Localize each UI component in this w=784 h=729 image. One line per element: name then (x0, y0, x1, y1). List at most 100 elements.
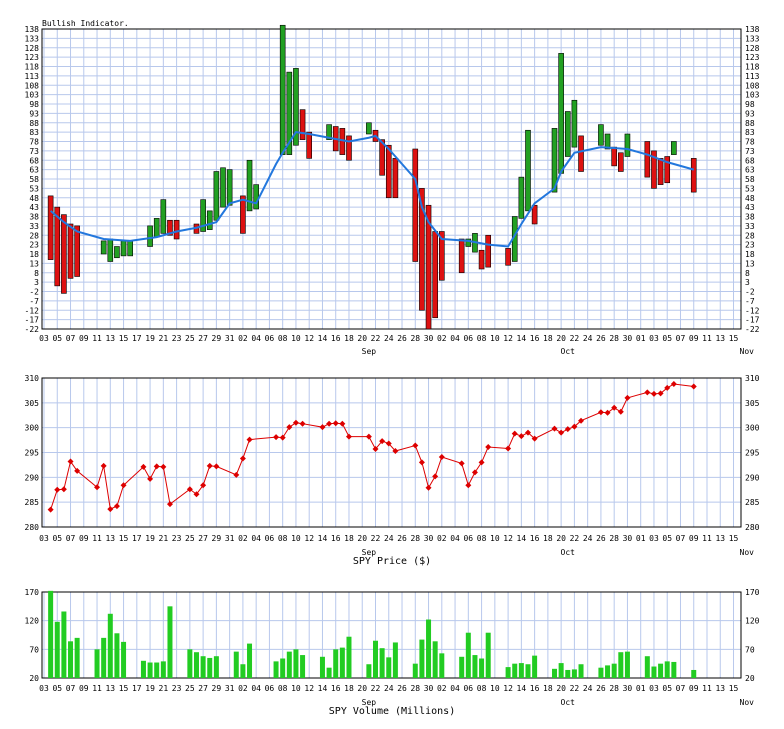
volume-bar (280, 658, 286, 678)
x-tick-label: 06 (463, 684, 473, 693)
x-tick-label: 18 (344, 534, 354, 543)
volume-bar (658, 663, 664, 678)
y-tick-label-right: 78 (745, 138, 755, 147)
volume-bar (339, 647, 345, 678)
y-tick-label-right: 68 (745, 156, 755, 165)
price-point (392, 448, 399, 455)
price-point (365, 433, 372, 440)
price-point (206, 462, 213, 469)
y-tick-label-left: 18 (29, 250, 39, 259)
volume-bar (479, 658, 485, 678)
volume-bar (512, 663, 518, 678)
x-tick-label: 03 (649, 334, 659, 343)
x-tick-label: 12 (503, 684, 513, 693)
indicator-bar (279, 24, 286, 155)
volume-bar (426, 619, 432, 678)
volume-bar (366, 664, 372, 678)
x-tick-label: 20 (556, 334, 566, 343)
month-label: Nov (740, 698, 755, 707)
x-tick-label: 04 (251, 534, 261, 543)
y-tick-label-left: 280 (25, 523, 40, 532)
y-tick-label-left: -2 (29, 288, 39, 297)
x-tick-label: 23 (172, 334, 182, 343)
y-tick-label-left: -22 (25, 325, 40, 334)
x-tick-label: 09 (79, 684, 89, 693)
x-tick-label: 02 (437, 684, 447, 693)
indicator-bar (220, 167, 226, 208)
volume-bar (107, 613, 113, 678)
x-tick-label: 30 (623, 684, 633, 693)
y-tick-label-left: 120 (25, 617, 40, 626)
price-point (339, 420, 346, 427)
volume-bar (74, 637, 80, 678)
x-tick-label: 20 (556, 534, 566, 543)
indicator-bar (326, 124, 332, 140)
price-point (113, 503, 120, 510)
price-point (670, 380, 677, 387)
price-point (246, 436, 253, 443)
x-tick-label: 09 (79, 534, 89, 543)
y-tick-label-left: 83 (29, 128, 39, 137)
y-tick-label-right: 83 (745, 128, 755, 137)
price-point (385, 440, 392, 447)
y-tick-label-right: 20 (745, 674, 755, 683)
volume-bar (379, 648, 385, 678)
y-tick-label-left: 310 (25, 374, 40, 383)
indicator-bar (657, 158, 664, 185)
x-tick-label: 15 (119, 334, 129, 343)
price-point (412, 442, 419, 449)
x-tick-label: 10 (490, 334, 500, 343)
price-point (47, 506, 54, 513)
x-tick-label: 16 (530, 534, 540, 543)
x-tick-label: 26 (596, 534, 606, 543)
indicator-bar (664, 156, 671, 184)
x-tick-label: 27 (198, 684, 208, 693)
price-point (60, 486, 67, 493)
month-label: Sep (362, 698, 377, 707)
volume-bar (578, 664, 584, 678)
volume-bar (213, 656, 219, 678)
x-tick-label: 08 (278, 684, 288, 693)
y-tick-label-left: 43 (29, 203, 39, 212)
volume-bar (48, 590, 54, 678)
x-tick-label: 15 (119, 534, 129, 543)
price-point (239, 455, 246, 462)
month-label: Sep (362, 548, 377, 557)
volume-bar (505, 667, 511, 678)
x-tick-label: 13 (715, 684, 725, 693)
indicator-bar (100, 240, 107, 255)
price-point (531, 435, 538, 442)
y-tick-label-right: 93 (745, 109, 755, 118)
y-tick-label-right: 33 (745, 222, 755, 231)
x-tick-label: 11 (702, 534, 712, 543)
indicator-bar (558, 53, 564, 174)
x-tick-label: 25 (185, 334, 195, 343)
y-tick-label-right: 103 (745, 91, 760, 100)
y-tick-label-right: 138 (745, 25, 760, 34)
y-tick-label-right: -2 (745, 288, 755, 297)
indicator-bar (644, 141, 651, 178)
volume-bar (691, 669, 697, 678)
x-tick-label: 08 (477, 334, 487, 343)
month-label: Oct (561, 548, 576, 557)
price-point (664, 384, 671, 391)
y-tick-label-right: 300 (745, 424, 760, 433)
y-tick-label-right: 305 (745, 399, 760, 408)
x-tick-label: 16 (530, 684, 540, 693)
indicator-bar (392, 158, 399, 199)
x-tick-label: 03 (39, 534, 49, 543)
price-point (578, 417, 585, 424)
x-tick-label: 02 (437, 534, 447, 543)
price-point (186, 486, 193, 493)
x-tick-label: 28 (609, 534, 619, 543)
price-point (571, 423, 578, 430)
month-label: Oct (561, 347, 576, 356)
x-tick-label: 06 (463, 534, 473, 543)
x-tick-label: 28 (609, 684, 619, 693)
y-tick-label-left: 133 (25, 34, 40, 43)
indicator-bar (114, 246, 120, 259)
y-tick-label-left: 93 (29, 109, 39, 118)
volume-bar (472, 655, 478, 678)
indicator-bar (107, 238, 114, 262)
y-tick-label-right: 310 (745, 374, 760, 383)
